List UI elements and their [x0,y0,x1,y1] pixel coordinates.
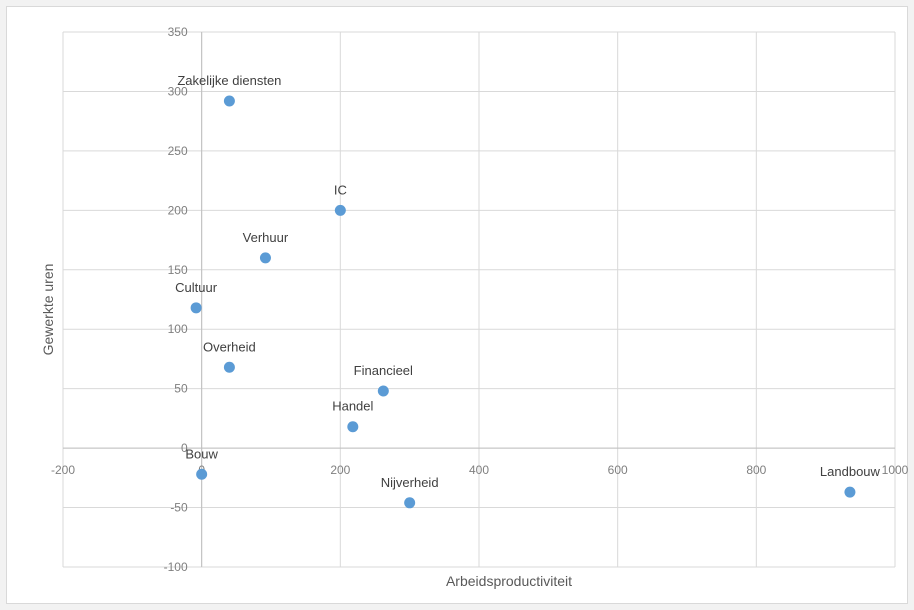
x-tick-label: 800 [746,463,766,477]
data-point [334,204,346,216]
point-label: Bouw [185,446,218,461]
x-tick-label: 400 [469,463,489,477]
data-point [259,252,271,264]
y-tick-label: 0 [181,441,188,455]
point-label: Verhuur [243,230,289,245]
point-label: Financieel [354,363,413,378]
data-point [377,385,389,397]
data-point [223,361,235,373]
data-point [347,421,359,433]
x-tick-label: 200 [330,463,350,477]
x-tick-label: -200 [51,463,75,477]
y-tick-label: 350 [168,25,188,39]
point-label: Nijverheid [381,475,439,490]
point-label: Handel [332,399,373,414]
tick-labels: -20002004006008001000-100-50050100150200… [51,25,909,574]
y-tick-label: 200 [168,203,188,217]
x-tick-label: 600 [608,463,628,477]
data-point [223,95,235,107]
gridlines [62,31,896,568]
point-label: Zakelijke diensten [177,73,281,88]
point-label: Landbouw [820,464,881,479]
y-tick-label: 250 [168,144,188,158]
data-point [404,497,416,509]
point-label: Cultuur [175,280,218,295]
data-point [844,486,856,498]
scatter-chart: -20002004006008001000-100-50050100150200… [40,25,909,589]
y-axis-title: Gewerkte uren [40,264,56,356]
y-tick-label: -100 [164,560,188,574]
y-tick-label: 150 [168,263,188,277]
data-point [190,302,202,314]
y-tick-label: 300 [168,84,188,98]
y-tick-label: 100 [168,322,188,336]
data-point [196,468,208,480]
chart-area: -20002004006008001000-100-50050100150200… [6,6,909,604]
x-axis-title: Arbeidsproductiviteit [446,573,572,589]
point-label: Overheid [203,339,256,354]
point-label: IC [334,182,347,197]
x-tick-label: 1000 [882,463,909,477]
y-tick-label: -50 [170,501,188,515]
y-tick-label: 50 [174,382,188,396]
point-labels: Zakelijke diensten IC Verhuur Cultuur Overhe… [175,73,880,490]
data-points [190,95,856,509]
